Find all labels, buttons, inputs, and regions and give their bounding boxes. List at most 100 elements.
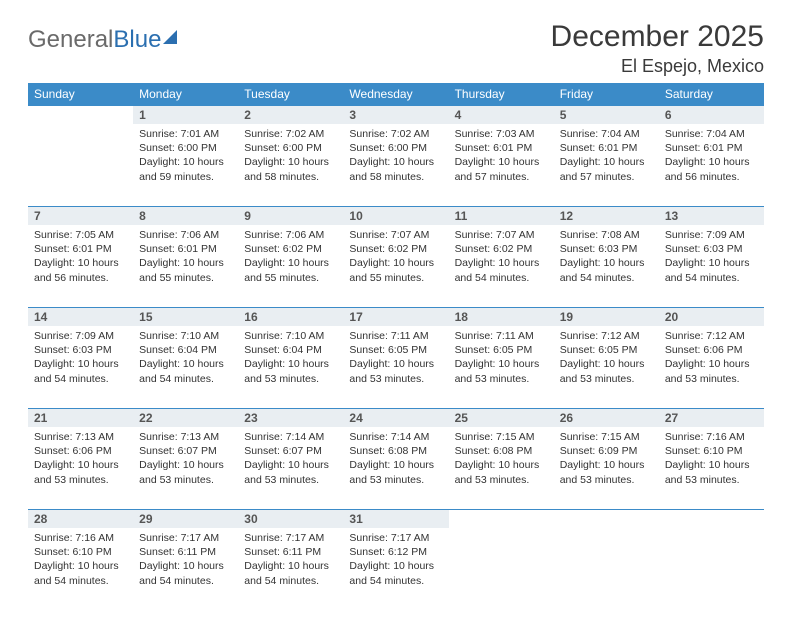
daylight-text: Daylight: 10 hours: [560, 458, 653, 472]
weekday-header: Monday: [133, 83, 238, 105]
daylight-text: and 53 minutes.: [244, 473, 337, 487]
daylight-text: and 56 minutes.: [34, 271, 127, 285]
daynum-row: 14151617181920: [28, 307, 764, 326]
daylight-text: and 59 minutes.: [139, 170, 232, 184]
daylight-text: Daylight: 10 hours: [244, 155, 337, 169]
week-row: Sunrise: 7:05 AMSunset: 6:01 PMDaylight:…: [28, 225, 764, 307]
day-details: Sunrise: 7:14 AMSunset: 6:08 PMDaylight:…: [343, 427, 448, 493]
sunrise-text: Sunrise: 7:06 AM: [244, 228, 337, 242]
sunrise-text: Sunrise: 7:04 AM: [560, 127, 653, 141]
day-details: Sunrise: 7:01 AMSunset: 6:00 PMDaylight:…: [133, 124, 238, 190]
day-number-empty: [554, 509, 659, 528]
weekday-header: Saturday: [659, 83, 764, 105]
daylight-text: Daylight: 10 hours: [244, 559, 337, 573]
sunset-text: Sunset: 6:04 PM: [244, 343, 337, 357]
daylight-text: Daylight: 10 hours: [665, 357, 758, 371]
daylight-text: Daylight: 10 hours: [34, 256, 127, 270]
day-number: 3: [343, 105, 448, 124]
sunset-text: Sunset: 6:01 PM: [34, 242, 127, 256]
triangle-icon: [163, 30, 177, 44]
sunrise-text: Sunrise: 7:08 AM: [560, 228, 653, 242]
day-number: 11: [449, 206, 554, 225]
day-details: Sunrise: 7:03 AMSunset: 6:01 PMDaylight:…: [449, 124, 554, 190]
day-details: Sunrise: 7:10 AMSunset: 6:04 PMDaylight:…: [238, 326, 343, 392]
sunrise-text: Sunrise: 7:10 AM: [139, 329, 232, 343]
daylight-text: Daylight: 10 hours: [349, 357, 442, 371]
day-cell: Sunrise: 7:16 AMSunset: 6:10 PMDaylight:…: [28, 528, 133, 610]
day-details: Sunrise: 7:12 AMSunset: 6:05 PMDaylight:…: [554, 326, 659, 392]
day-number: 1: [133, 105, 238, 124]
daynum-row: 78910111213: [28, 206, 764, 225]
day-number: 9: [238, 206, 343, 225]
sunrise-text: Sunrise: 7:12 AM: [560, 329, 653, 343]
sunrise-text: Sunrise: 7:03 AM: [455, 127, 548, 141]
daylight-text: Daylight: 10 hours: [560, 256, 653, 270]
day-cell: Sunrise: 7:08 AMSunset: 6:03 PMDaylight:…: [554, 225, 659, 307]
day-number: 29: [133, 509, 238, 528]
daylight-text: Daylight: 10 hours: [455, 357, 548, 371]
day-number: 7: [28, 206, 133, 225]
daylight-text: and 54 minutes.: [244, 574, 337, 588]
calendar-body: 123456Sunrise: 7:01 AMSunset: 6:00 PMDay…: [28, 105, 764, 610]
day-cell: Sunrise: 7:04 AMSunset: 6:01 PMDaylight:…: [659, 124, 764, 206]
sunrise-text: Sunrise: 7:11 AM: [349, 329, 442, 343]
daylight-text: Daylight: 10 hours: [665, 458, 758, 472]
day-cell: Sunrise: 7:05 AMSunset: 6:01 PMDaylight:…: [28, 225, 133, 307]
day-number: 26: [554, 408, 659, 427]
sunset-text: Sunset: 6:01 PM: [560, 141, 653, 155]
day-number: 20: [659, 307, 764, 326]
day-number: 21: [28, 408, 133, 427]
day-number: 14: [28, 307, 133, 326]
day-cell: Sunrise: 7:07 AMSunset: 6:02 PMDaylight:…: [449, 225, 554, 307]
day-number: 6: [659, 105, 764, 124]
day-cell: Sunrise: 7:07 AMSunset: 6:02 PMDaylight:…: [343, 225, 448, 307]
day-cell: Sunrise: 7:11 AMSunset: 6:05 PMDaylight:…: [449, 326, 554, 408]
brand-logo: GeneralBlue: [28, 20, 177, 54]
daylight-text: and 55 minutes.: [349, 271, 442, 285]
sunrise-text: Sunrise: 7:07 AM: [455, 228, 548, 242]
daynum-row: 123456: [28, 105, 764, 124]
daylight-text: and 56 minutes.: [665, 170, 758, 184]
daylight-text: Daylight: 10 hours: [455, 155, 548, 169]
daylight-text: and 53 minutes.: [139, 473, 232, 487]
daylight-text: and 53 minutes.: [34, 473, 127, 487]
sunset-text: Sunset: 6:03 PM: [560, 242, 653, 256]
sunrise-text: Sunrise: 7:06 AM: [139, 228, 232, 242]
day-details: Sunrise: 7:13 AMSunset: 6:07 PMDaylight:…: [133, 427, 238, 493]
day-details: Sunrise: 7:11 AMSunset: 6:05 PMDaylight:…: [343, 326, 448, 392]
sunrise-text: Sunrise: 7:01 AM: [139, 127, 232, 141]
day-cell: Sunrise: 7:04 AMSunset: 6:01 PMDaylight:…: [554, 124, 659, 206]
sunrise-text: Sunrise: 7:17 AM: [244, 531, 337, 545]
daylight-text: Daylight: 10 hours: [34, 357, 127, 371]
daylight-text: and 53 minutes.: [665, 473, 758, 487]
sunrise-text: Sunrise: 7:15 AM: [455, 430, 548, 444]
day-details: Sunrise: 7:16 AMSunset: 6:10 PMDaylight:…: [659, 427, 764, 493]
day-cell: [659, 528, 764, 610]
sunset-text: Sunset: 6:03 PM: [665, 242, 758, 256]
sunset-text: Sunset: 6:11 PM: [139, 545, 232, 559]
sunset-text: Sunset: 6:09 PM: [560, 444, 653, 458]
day-number: 5: [554, 105, 659, 124]
sunrise-text: Sunrise: 7:16 AM: [34, 531, 127, 545]
daylight-text: and 53 minutes.: [560, 372, 653, 386]
day-cell: Sunrise: 7:16 AMSunset: 6:10 PMDaylight:…: [659, 427, 764, 509]
day-details: Sunrise: 7:09 AMSunset: 6:03 PMDaylight:…: [28, 326, 133, 392]
daylight-text: and 53 minutes.: [560, 473, 653, 487]
sunrise-text: Sunrise: 7:09 AM: [34, 329, 127, 343]
day-cell: Sunrise: 7:01 AMSunset: 6:00 PMDaylight:…: [133, 124, 238, 206]
day-details: Sunrise: 7:02 AMSunset: 6:00 PMDaylight:…: [238, 124, 343, 190]
day-cell: Sunrise: 7:03 AMSunset: 6:01 PMDaylight:…: [449, 124, 554, 206]
day-details: Sunrise: 7:07 AMSunset: 6:02 PMDaylight:…: [449, 225, 554, 291]
sunset-text: Sunset: 6:06 PM: [665, 343, 758, 357]
daylight-text: and 54 minutes.: [349, 574, 442, 588]
day-number: 8: [133, 206, 238, 225]
daylight-text: Daylight: 10 hours: [139, 155, 232, 169]
daylight-text: Daylight: 10 hours: [560, 357, 653, 371]
daynum-row: 28293031: [28, 509, 764, 528]
day-number: 15: [133, 307, 238, 326]
day-cell: Sunrise: 7:02 AMSunset: 6:00 PMDaylight:…: [238, 124, 343, 206]
sunrise-text: Sunrise: 7:13 AM: [139, 430, 232, 444]
day-cell: Sunrise: 7:17 AMSunset: 6:11 PMDaylight:…: [133, 528, 238, 610]
daylight-text: Daylight: 10 hours: [139, 458, 232, 472]
day-cell: Sunrise: 7:12 AMSunset: 6:06 PMDaylight:…: [659, 326, 764, 408]
